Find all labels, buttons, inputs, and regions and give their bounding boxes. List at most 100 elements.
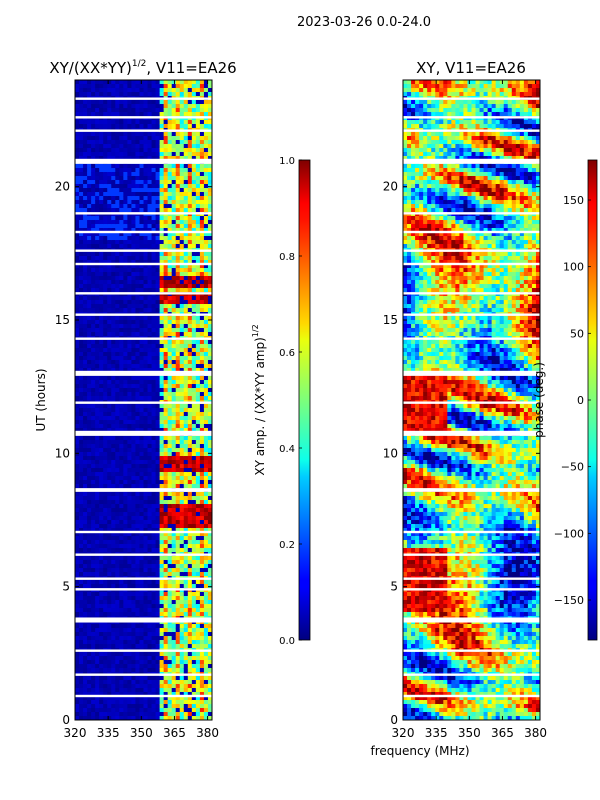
heatmap-cell	[83, 140, 88, 145]
heatmap-cell	[79, 700, 84, 705]
heatmap-cell	[163, 172, 169, 177]
heatmap-cell	[171, 568, 177, 573]
heatmap-cell	[135, 456, 140, 461]
heatmap-cell	[127, 696, 132, 701]
heatmap-cell	[115, 500, 120, 505]
heatmap-cell	[123, 100, 128, 105]
heatmap-cell	[83, 404, 88, 409]
heatmap-cell	[159, 156, 165, 161]
heatmap-cell	[159, 560, 165, 565]
heatmap-cell	[175, 364, 181, 369]
heatmap-cell	[87, 420, 92, 425]
heatmap-cell	[115, 480, 120, 485]
heatmap-cell	[75, 480, 80, 485]
heatmap-cell	[151, 464, 157, 469]
heatmap-cell	[111, 688, 116, 693]
heatmap-cell	[95, 580, 100, 585]
heatmap-cell	[75, 476, 80, 481]
heatmap-cell	[87, 644, 92, 649]
heatmap-cell	[131, 364, 136, 369]
heatmap-cell	[111, 256, 116, 261]
heatmap-cell	[195, 564, 201, 569]
heatmap-cell	[139, 168, 144, 173]
heatmap-cell	[95, 640, 100, 645]
heatmap-cell	[127, 556, 132, 561]
heatmap-cell	[79, 272, 84, 277]
heatmap-cell	[143, 644, 149, 649]
heatmap-cell	[83, 460, 88, 465]
heatmap-cell	[151, 276, 157, 281]
heatmap-cell	[111, 332, 116, 337]
heatmap-cell	[99, 376, 104, 381]
heatmap-cell	[151, 168, 157, 173]
heatmap-cell	[175, 516, 181, 521]
heatmap-cell	[95, 628, 100, 633]
heatmap-cell	[171, 712, 177, 717]
heatmap-cell	[127, 516, 132, 521]
heatmap-cell	[195, 624, 201, 629]
heatmap-cell	[135, 288, 140, 293]
heatmap-cell	[111, 272, 116, 277]
heatmap-cell	[147, 704, 153, 709]
heatmap-cell	[75, 540, 80, 545]
heatmap-cell	[155, 584, 161, 589]
heatmap-cell	[195, 516, 201, 521]
heatmap-cell	[151, 148, 157, 153]
heatmap-cell	[127, 224, 132, 229]
heatmap-cell	[147, 460, 153, 465]
heatmap-cell	[147, 148, 153, 153]
heatmap-cell	[179, 172, 185, 177]
heatmap-cell	[87, 384, 92, 389]
heatmap-cell	[119, 240, 124, 245]
heatmap-cell	[175, 340, 181, 345]
heatmap-cell	[147, 624, 153, 629]
heatmap-cell	[155, 348, 161, 353]
heatmap-cell	[187, 420, 193, 425]
heatmap-cell	[139, 380, 144, 385]
heatmap-cell	[123, 284, 128, 289]
heatmap-cell	[163, 368, 169, 373]
heatmap-cell	[107, 188, 112, 193]
heatmap-cell	[127, 348, 132, 353]
heatmap-cell	[87, 112, 92, 117]
heatmap-cell	[127, 464, 132, 469]
heatmap-cell	[119, 712, 124, 717]
heatmap-cell	[111, 452, 116, 457]
heatmap-cell	[127, 532, 132, 537]
heatmap-cell	[139, 108, 144, 113]
heatmap-cell	[79, 684, 84, 689]
heatmap-cell	[115, 272, 120, 277]
heatmap-cell	[139, 280, 144, 285]
heatmap-cell	[143, 152, 149, 157]
heatmap-cell	[99, 460, 104, 465]
heatmap-cell	[171, 200, 177, 205]
heatmap-cell	[111, 224, 116, 229]
heatmap-cell	[79, 508, 84, 513]
heatmap-cell	[187, 92, 193, 97]
heatmap-cell	[191, 264, 197, 269]
heatmap-cell	[155, 608, 161, 613]
heatmap-cell	[147, 320, 153, 325]
heatmap-cell	[79, 460, 84, 465]
heatmap-cell	[179, 448, 185, 453]
heatmap-cell	[171, 256, 177, 261]
heatmap-cell	[175, 548, 181, 553]
heatmap-cell	[91, 192, 96, 197]
heatmap-cell	[79, 296, 84, 301]
heatmap-cell	[123, 120, 128, 125]
heatmap-cell	[107, 492, 112, 497]
heatmap-cell	[115, 92, 120, 97]
heatmap-cell	[91, 536, 96, 541]
heatmap-cell	[103, 232, 108, 237]
heatmap-cell	[131, 568, 136, 573]
heatmap-cell	[151, 428, 157, 433]
heatmap-cell	[91, 676, 96, 681]
heatmap-cell	[99, 564, 104, 569]
heatmap-cell	[159, 396, 165, 401]
heatmap-cell	[127, 216, 132, 221]
heatmap-cell	[127, 364, 132, 369]
heatmap-cell	[187, 348, 193, 353]
heatmap-cell	[131, 180, 136, 185]
heatmap-cell	[103, 640, 108, 645]
heatmap-cell	[115, 712, 120, 717]
